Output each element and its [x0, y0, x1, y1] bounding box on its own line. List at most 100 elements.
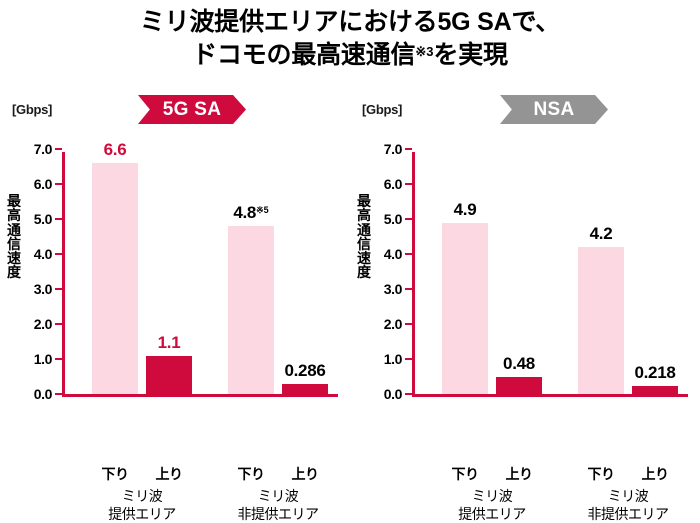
y-axis-title-char: 通 [4, 223, 24, 237]
y-axis-tick-label: 6.0 [34, 176, 52, 192]
bar-up [632, 386, 678, 394]
y-axis-tick [55, 148, 62, 150]
bar-value-label: 4.8※5 [233, 203, 268, 223]
y-axis-tick [55, 253, 62, 255]
y-axis-tick [55, 323, 62, 325]
bar-value-label: 4.9 [454, 200, 477, 220]
chart-mode-badge: 5G SA [138, 95, 246, 124]
bar-down [228, 226, 274, 394]
y-axis-title-char: 速 [354, 251, 374, 265]
x-axis-category-label: 上り [156, 464, 183, 484]
bar-value-label: 4.2 [590, 224, 613, 244]
y-axis-tick [405, 323, 412, 325]
y-axis-tick-label: 4.0 [384, 246, 402, 262]
y-axis-title-char: 速 [4, 251, 24, 265]
bar-down [442, 223, 488, 395]
y-axis-title: 最高通信速度 [354, 194, 374, 280]
bar-value-label: 1.1 [158, 333, 181, 353]
y-axis-title-char: 最 [354, 194, 374, 208]
group-label-line-1: ミリ波 [238, 488, 319, 506]
y-axis-tick [55, 358, 62, 360]
y-axis-tick-label: 1.0 [384, 351, 402, 367]
y-axis-tick [405, 288, 412, 290]
title-line-2: ドコモの最高速通信※3を実現 [0, 39, 700, 72]
y-axis-tick-label: 6.0 [384, 176, 402, 192]
y-axis-tick [55, 393, 62, 395]
x-axis-line [62, 394, 338, 397]
bar-up [146, 356, 192, 395]
y-axis-tick-label: 4.0 [34, 246, 52, 262]
y-axis-title-char: 信 [354, 237, 374, 251]
y-axis-tick-label: 5.0 [384, 211, 402, 227]
y-axis-tick-label: 2.0 [34, 316, 52, 332]
page-title: ミリ波提供エリアにおける5G SAで、 ドコモの最高速通信※3を実現 [0, 6, 700, 72]
y-axis-title-char: 信 [4, 237, 24, 251]
x-axis-line [412, 394, 688, 397]
chart-mode-badge: NSA [500, 95, 608, 124]
y-axis-title-char: 度 [354, 265, 374, 279]
x-axis-category-label: 上り [292, 464, 319, 484]
group-label-line-1: ミリ波 [108, 488, 176, 506]
bar-up [496, 377, 542, 394]
y-axis-line [62, 152, 65, 397]
bar-value-label: 0.48 [503, 354, 535, 374]
title-footnote-marker: ※3 [415, 44, 433, 59]
unit-label: [Gbps] [362, 102, 402, 117]
infographic-page: ミリ波提供エリアにおける5G SAで、 ドコモの最高速通信※3を実現 [Gbps… [0, 0, 700, 463]
unit-label: [Gbps] [12, 102, 52, 117]
x-axis-group-label: ミリ波非提供エリア [588, 488, 669, 523]
bar-value-label: 6.6 [104, 140, 127, 160]
y-axis-tick [405, 393, 412, 395]
y-axis-tick [405, 148, 412, 150]
bar-value-label: 0.286 [284, 361, 325, 381]
y-axis-tick-label: 2.0 [384, 316, 402, 332]
bar-down [578, 247, 624, 394]
y-axis-tick [405, 218, 412, 220]
x-axis-category-label: 上り [506, 464, 533, 484]
x-axis-category-label: 下り [102, 464, 129, 484]
x-axis-category-label: 下り [238, 464, 265, 484]
title-line-2-tail: を実現 [433, 41, 507, 69]
y-axis-tick-label: 5.0 [34, 211, 52, 227]
x-axis-group-label: ミリ波非提供エリア [238, 488, 319, 523]
group-label-line-2: 非提供エリア [238, 506, 319, 523]
group-label-line-2: 非提供エリア [588, 506, 669, 523]
x-axis-category-label: 下り [588, 464, 615, 484]
bar-up [282, 384, 328, 394]
group-label-line-1: ミリ波 [588, 488, 669, 506]
y-axis-line [412, 152, 415, 397]
y-axis-tick-label: 0.0 [384, 386, 402, 402]
bar-down [92, 163, 138, 394]
y-axis-title-char: 高 [4, 208, 24, 222]
group-label-line-2: 提供エリア [458, 506, 526, 523]
y-axis-tick [405, 253, 412, 255]
y-axis-tick-label: 3.0 [384, 281, 402, 297]
y-axis-title-char: 高 [354, 208, 374, 222]
y-axis-tick [405, 183, 412, 185]
title-line-1: ミリ波提供エリアにおける5G SAで、 [0, 6, 700, 39]
y-axis-tick [55, 218, 62, 220]
y-axis-tick-label: 1.0 [34, 351, 52, 367]
x-axis-group-label: ミリ波提供エリア [108, 488, 176, 523]
y-axis-tick-label: 0.0 [34, 386, 52, 402]
group-label-line-2: 提供エリア [108, 506, 176, 523]
x-axis-group-label: ミリ波提供エリア [458, 488, 526, 523]
y-axis-title-char: 最 [4, 194, 24, 208]
y-axis-title: 最高通信速度 [4, 194, 24, 280]
y-axis-tick-label: 7.0 [34, 141, 52, 157]
bar-value-label: 0.218 [634, 363, 675, 383]
x-axis-category-label: 下り [452, 464, 479, 484]
bar-value-footnote-marker: ※5 [256, 205, 269, 215]
y-axis-tick-label: 7.0 [384, 141, 402, 157]
group-label-line-1: ミリ波 [458, 488, 526, 506]
y-axis-tick [55, 183, 62, 185]
y-axis-tick [55, 288, 62, 290]
x-axis-category-label: 上り [642, 464, 669, 484]
y-axis-tick-label: 3.0 [34, 281, 52, 297]
y-axis-title-char: 通 [354, 223, 374, 237]
title-line-2-text: ドコモの最高速通信 [192, 41, 415, 69]
